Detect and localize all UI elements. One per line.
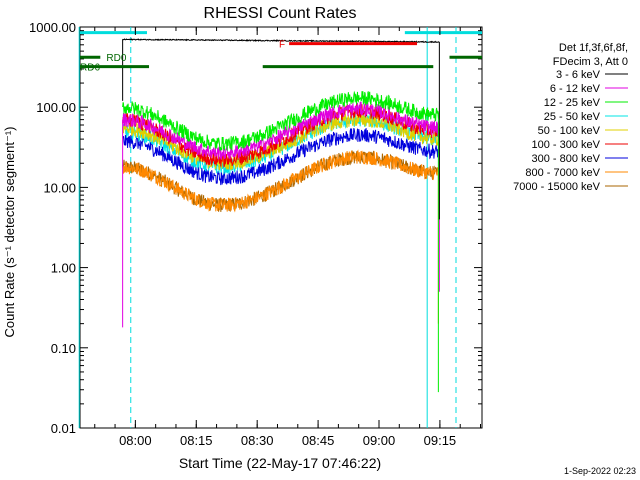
flag-label: F (279, 40, 285, 51)
y-tick-label: 1.00 (51, 261, 76, 276)
legend-entry-label: 12 - 25 keV (544, 97, 601, 109)
flag-label: RD0 (106, 53, 126, 64)
y-tick-label: 1000.00 (29, 20, 76, 35)
series-line-2 (122, 90, 440, 151)
flag-label: RD6 (80, 63, 100, 74)
x-tick-label: 08:30 (241, 433, 274, 448)
series-line-1 (122, 101, 440, 160)
series-line-6 (122, 127, 440, 186)
legend-header-line: FDecim 3, Att 0 (553, 56, 628, 68)
x-tick-label: 08:00 (119, 433, 152, 448)
legend-entry-label: 6 - 12 keV (550, 83, 601, 95)
legend-entry-label: 50 - 100 keV (538, 125, 601, 137)
series-line-7 (122, 149, 440, 213)
timestamp: 1-Sep-2022 02:23 (564, 466, 636, 476)
x-tick-label: 08:45 (302, 433, 335, 448)
y-tick-label: 0.01 (51, 421, 76, 436)
series-line-0 (122, 38, 440, 44)
x-tick-label: 09:00 (363, 433, 396, 448)
plot-frame (79, 26, 483, 429)
legend-entry-label: 300 - 800 keV (532, 153, 601, 165)
legend-header-line: Det 1f,3f,6f,8f, (559, 42, 628, 54)
x-tick-label: 08:15 (180, 433, 213, 448)
y-tick-label: 10.00 (43, 180, 76, 195)
legend-entry-label: 800 - 7000 keV (525, 167, 600, 179)
y-axis-label: Count Rate (s⁻¹ detector segment⁻¹) (2, 127, 17, 338)
legend-entry-label: 7000 - 15000 keV (513, 181, 601, 193)
y-tick-label: 0.10 (51, 341, 76, 356)
y-tick-label: 100.00 (36, 100, 76, 115)
legend-entry-label: 25 - 50 keV (544, 111, 601, 123)
legend-entry-label: 100 - 300 keV (532, 139, 601, 151)
chart-marks: 0.01 0.10 1.00 10.00 100.00 1000.00 08:00 08:15… (29, 20, 628, 448)
legend-entry-label: 3 - 6 keV (556, 69, 601, 81)
x-tick-label: 09:15 (424, 433, 457, 448)
x-axis-label: Start Time (22-May-17 07:46:22) (179, 455, 381, 471)
chart-title: RHESSI Count Rates (204, 5, 357, 22)
